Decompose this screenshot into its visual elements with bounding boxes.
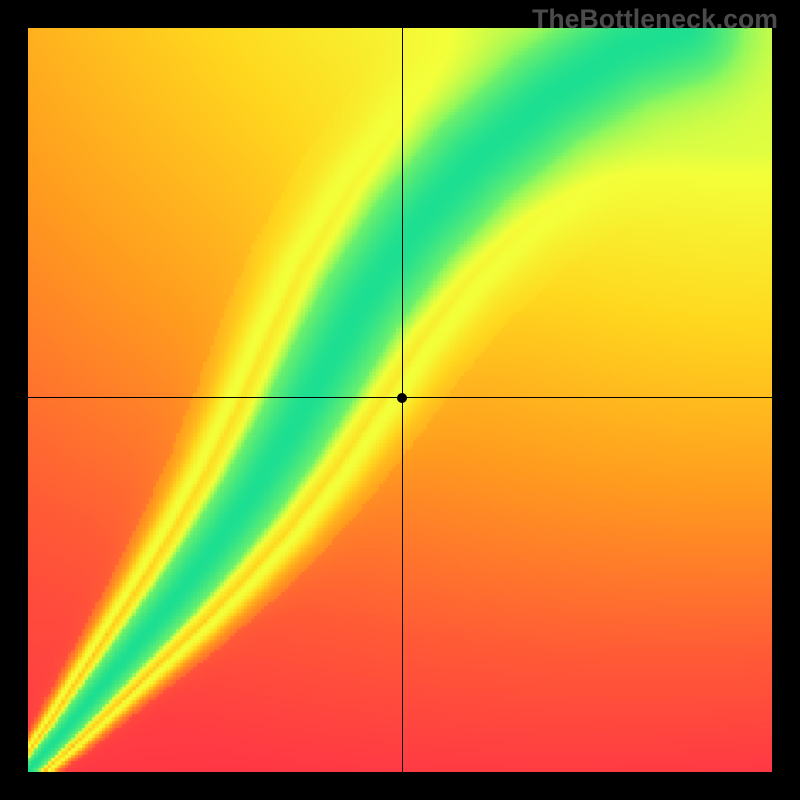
watermark-text: TheBottleneck.com [532, 4, 778, 35]
crosshair-marker [397, 393, 407, 403]
chart-container: TheBottleneck.com [0, 0, 800, 800]
